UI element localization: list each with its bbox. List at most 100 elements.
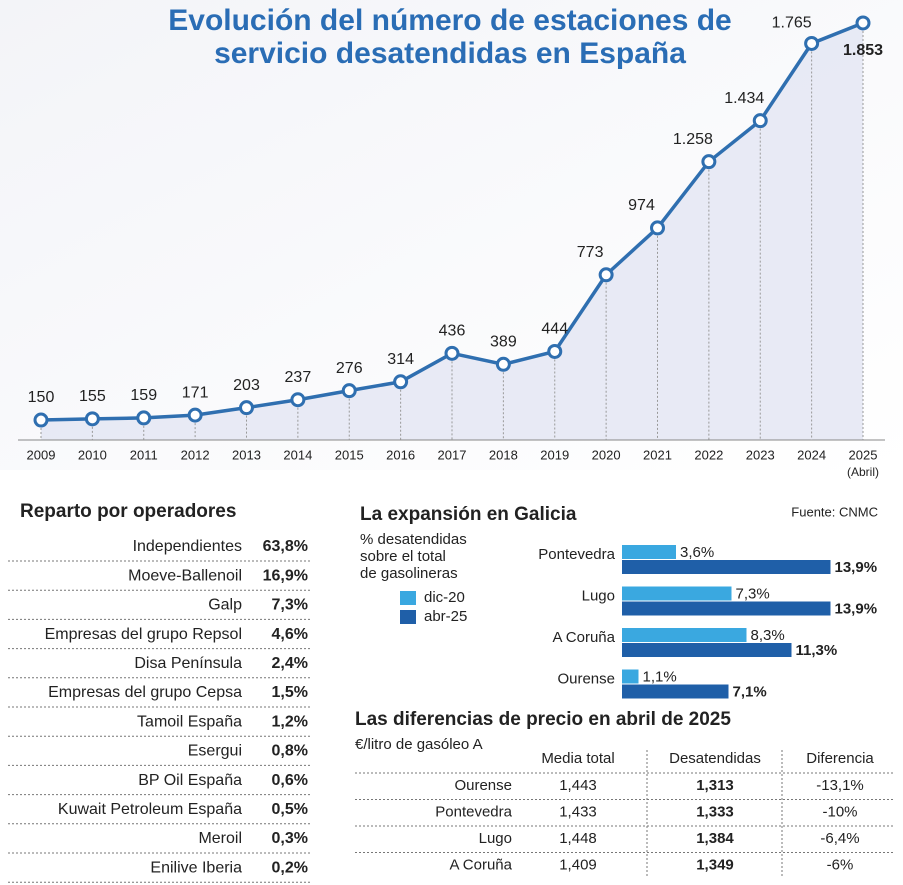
point — [187, 407, 203, 423]
legend-label: dic-20 — [424, 589, 465, 606]
value-label: 237 — [285, 369, 312, 386]
value-label: 1.434 — [724, 90, 764, 107]
section-title: Reparto por operadores — [20, 501, 236, 522]
cell: 1,443 — [559, 777, 597, 794]
operator-share: 0,3% — [272, 830, 308, 847]
operator-share: 0,6% — [272, 772, 308, 789]
subtitle: €/litro de gasóleo A — [355, 736, 483, 753]
x-tick-label: 2016 — [386, 447, 415, 462]
point — [804, 35, 820, 51]
point — [598, 267, 614, 283]
value-label: 7,3% — [736, 585, 770, 602]
operator-name: Galp — [208, 597, 242, 614]
point — [650, 220, 665, 236]
chart-title: Evolución del número de estaciones de se… — [168, 4, 732, 70]
operator-name: Independientes — [133, 538, 242, 555]
x-tick-label: 2009 — [27, 447, 56, 462]
point — [752, 113, 768, 129]
point — [495, 356, 511, 372]
x-tick-label: 2014 — [283, 447, 312, 462]
value-label: 150 — [28, 389, 55, 406]
operator-share: 63,8% — [263, 538, 308, 555]
operator-share: 0,2% — [272, 859, 308, 876]
column-header: Media total — [541, 750, 614, 767]
operator-share: 7,3% — [272, 597, 308, 614]
bar — [622, 560, 831, 574]
x-tick-label: 2022 — [694, 447, 723, 462]
bar — [622, 628, 747, 642]
x-tick-label: 2011 — [130, 447, 158, 462]
legend-swatch — [400, 591, 416, 605]
value-label: 155 — [79, 388, 106, 405]
operator-share: 1,2% — [272, 713, 308, 730]
x-tick-label: 2012 — [181, 447, 210, 462]
legend-label: abr-25 — [424, 608, 467, 625]
row-label: A Coruña — [449, 856, 512, 873]
point — [855, 15, 871, 31]
operator-share: 1,5% — [272, 684, 308, 701]
x-tick-label: 2013 — [232, 447, 261, 462]
area — [41, 22, 863, 440]
bar — [622, 684, 729, 699]
cell: 1,313 — [696, 777, 734, 794]
value-label: 13,9% — [835, 600, 878, 617]
x-tick-label: 2015 — [335, 447, 364, 462]
point — [239, 400, 254, 416]
operator-share: 4,6% — [272, 626, 308, 643]
x-tick-label: 2021 — [643, 447, 672, 462]
source: Fuente: CNMC — [791, 504, 878, 519]
point — [84, 411, 100, 427]
value-label: 974 — [628, 197, 655, 214]
cell: -6% — [827, 856, 854, 873]
cell: 1,409 — [559, 856, 597, 873]
value-label: 1,1% — [643, 668, 677, 685]
cell: -6,4% — [820, 830, 859, 847]
value-label: 1.853 — [843, 42, 883, 59]
y-tick-label: Lugo — [582, 587, 615, 604]
x-tick-label: 2023 — [746, 447, 775, 462]
value-label: 1.765 — [772, 15, 812, 32]
operator-name: Empresas del grupo Cepsa — [48, 684, 242, 701]
y-tick-label: A Coruña — [552, 629, 615, 646]
value-label: 203 — [233, 377, 260, 394]
operator-share: 2,4% — [272, 655, 308, 672]
x-tick-label: 2024 — [797, 447, 826, 462]
point — [444, 345, 460, 361]
cell: 1,349 — [696, 856, 734, 873]
cell: -13,1% — [816, 777, 864, 794]
operator-name: Empresas del grupo Repsol — [45, 626, 242, 643]
value-label: 171 — [182, 384, 209, 401]
row-label: Ourense — [454, 777, 512, 794]
operator-name: BP Oil España — [138, 772, 242, 789]
value-label: 436 — [439, 323, 466, 340]
value-label: 1.258 — [673, 131, 713, 148]
bar — [622, 545, 676, 559]
cell: 1,433 — [559, 803, 597, 820]
point — [341, 383, 357, 399]
subtitle: % desatendidas sobre el total de gasoliner… — [360, 531, 467, 582]
operator-name: Meroil — [198, 830, 242, 847]
row-label: Lugo — [479, 830, 512, 847]
y-tick-label: Ourense — [557, 670, 615, 687]
bar — [622, 586, 732, 601]
operator-name: Enilive Iberia — [150, 859, 242, 876]
point — [547, 343, 563, 359]
x-tick-label: 2018 — [489, 447, 518, 462]
point — [136, 410, 152, 426]
operator-name: Tamoil España — [137, 713, 242, 730]
column-header: Diferencia — [806, 750, 874, 767]
x-tick-label: 2020 — [592, 447, 621, 462]
bar — [622, 601, 831, 616]
section-title: La expansión en Galicia — [360, 504, 577, 525]
value-label: 444 — [541, 321, 568, 338]
legend-swatch — [400, 610, 416, 624]
y-tick-label: Pontevedra — [538, 546, 615, 563]
value-label: 314 — [387, 351, 414, 368]
row-label: Pontevedra — [435, 803, 512, 820]
value-label: 8,3% — [751, 627, 785, 644]
cell: 1,333 — [696, 803, 734, 820]
value-label: 159 — [130, 387, 157, 404]
x-tick-label: 2017 — [438, 447, 467, 462]
